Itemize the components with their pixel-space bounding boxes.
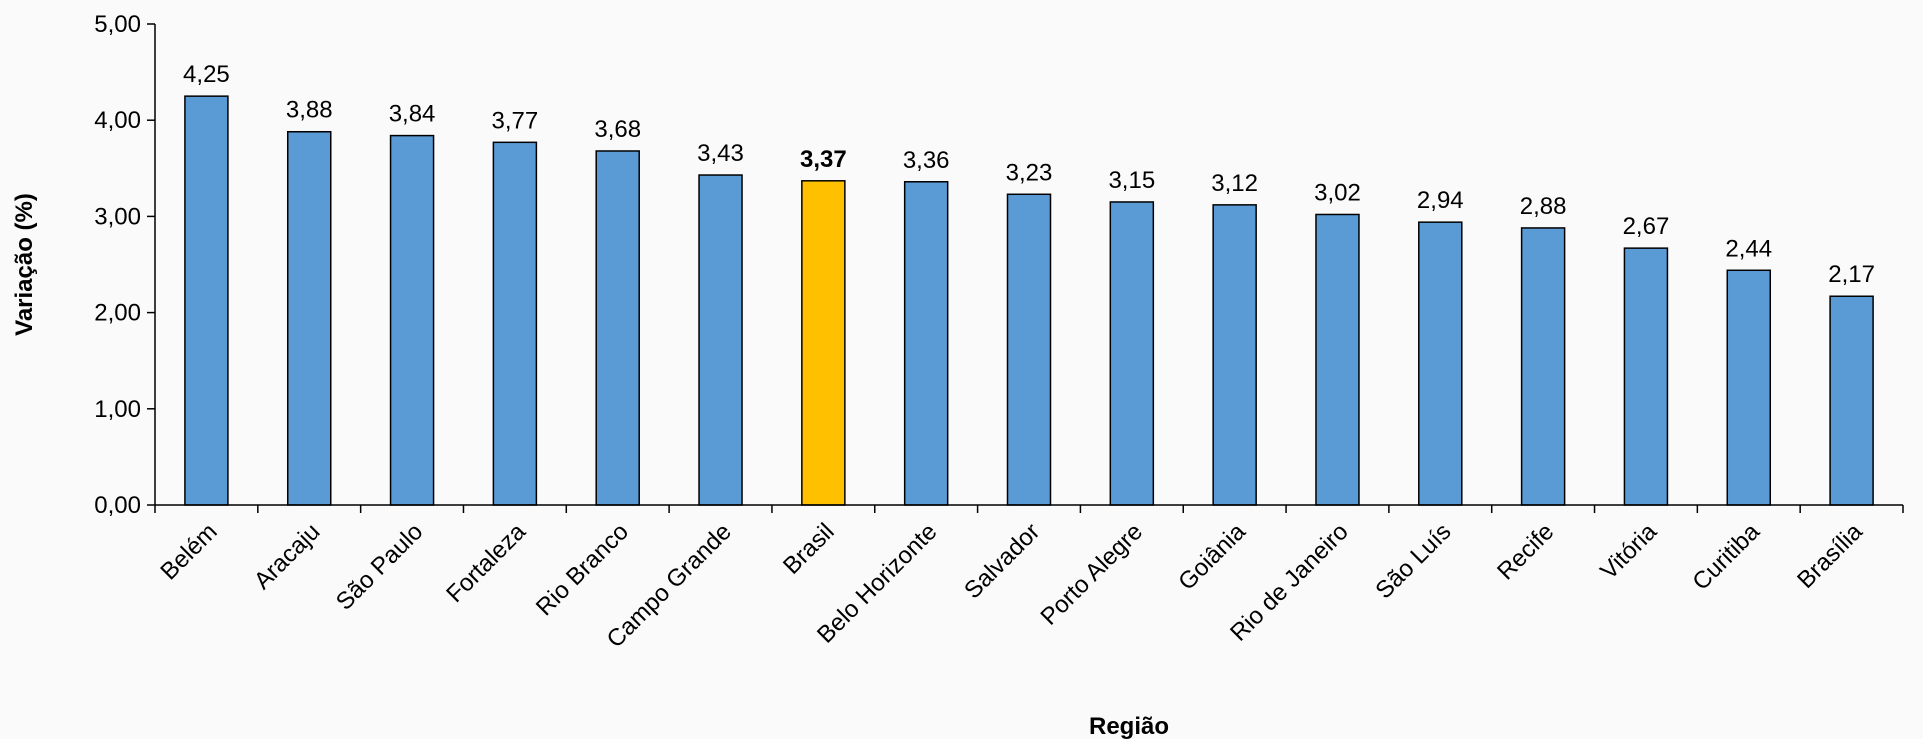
x-tick-label: Salvador [959, 518, 1045, 604]
data-label: 3,23 [1006, 159, 1053, 186]
bar-campo-grande [698, 174, 743, 506]
x-axis: Belém Aracaju São Paulo Fortaleza Rio Branco… [154, 504, 1904, 653]
data-labels-group: 4,25 3,88 3,84 3,77 3,68 3,43 3,37 3,36 3,23 3,15… [183, 61, 1875, 288]
bar-rio-de-janeiro [1315, 213, 1360, 506]
data-label: 3,15 [1108, 167, 1155, 194]
data-label: 3,68 [594, 116, 641, 143]
y-axis: 0,00 1,00 2,00 3,00 4,00 5,00 [94, 11, 156, 519]
bar-são-luís [1418, 221, 1463, 506]
bar-belém [184, 95, 229, 506]
y-tick-label: 0,00 [94, 492, 141, 519]
x-tick-label: Recife [1492, 518, 1559, 585]
y-tick-label: 1,00 [94, 396, 141, 423]
bar-goiânia [1212, 204, 1257, 506]
bar-porto-alegre [1109, 201, 1155, 506]
bar-salvador [1006, 193, 1052, 506]
bar-aracaju [286, 130, 332, 506]
data-label: 2,67 [1623, 213, 1670, 240]
data-label: 3,02 [1314, 179, 1361, 206]
y-axis-title: Variação (%) [11, 193, 38, 336]
data-label: 3,84 [389, 101, 436, 128]
x-tick-label: Curitiba [1687, 518, 1765, 596]
y-tick-label: 2,00 [94, 300, 141, 327]
data-label: 2,94 [1417, 187, 1464, 214]
x-tick-label: São Paulo [331, 518, 428, 615]
bars-group [184, 95, 1874, 506]
data-label: 3,77 [492, 107, 539, 134]
y-tick-label: 5,00 [94, 11, 141, 38]
x-tick-label: Belém [155, 518, 222, 585]
x-tick-label: Brasil [778, 518, 840, 580]
x-tick-label: Brasília [1792, 518, 1868, 594]
data-label: 3,12 [1211, 170, 1258, 197]
data-label: 2,44 [1725, 235, 1772, 262]
bar-brasília [1829, 295, 1874, 506]
data-label: 3,36 [903, 147, 950, 174]
y-tick-label: 3,00 [94, 203, 141, 230]
bar-recife [1520, 227, 1566, 506]
data-label: 3,43 [697, 140, 744, 167]
bar-curitiba [1726, 269, 1772, 506]
x-tick-label: Vitória [1595, 518, 1662, 585]
x-tick-label: Aracaju [249, 518, 326, 595]
x-tick-label: Fortaleza [441, 518, 531, 608]
bar-brasil [801, 180, 846, 506]
data-label: 3,88 [286, 97, 333, 124]
y-tick-label: 4,00 [94, 107, 141, 134]
data-label: 4,25 [183, 61, 230, 88]
bar-rio-branco [595, 150, 640, 506]
data-label: 2,17 [1828, 261, 1875, 288]
x-axis-title: Região [1089, 713, 1169, 739]
x-tick-label: Goiânia [1173, 518, 1251, 596]
bar-belo-horizonte [903, 181, 949, 506]
x-tick-label: Porto Alegre [1036, 518, 1148, 630]
bar-vitória [1623, 247, 1669, 506]
data-label: 2,88 [1520, 193, 1567, 220]
bar-fortaleza [492, 141, 538, 506]
x-tick-label: Rio Branco [531, 518, 634, 621]
bar-são-paulo [389, 134, 435, 506]
x-tick-label: São Luís [1370, 518, 1456, 604]
data-label: 3,37 [800, 146, 847, 173]
